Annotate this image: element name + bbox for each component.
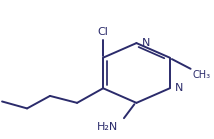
Text: N: N bbox=[175, 83, 183, 93]
Text: CH₃: CH₃ bbox=[193, 70, 211, 80]
Text: H₂N: H₂N bbox=[97, 122, 118, 132]
Text: Cl: Cl bbox=[98, 27, 108, 37]
Text: N: N bbox=[142, 38, 150, 48]
